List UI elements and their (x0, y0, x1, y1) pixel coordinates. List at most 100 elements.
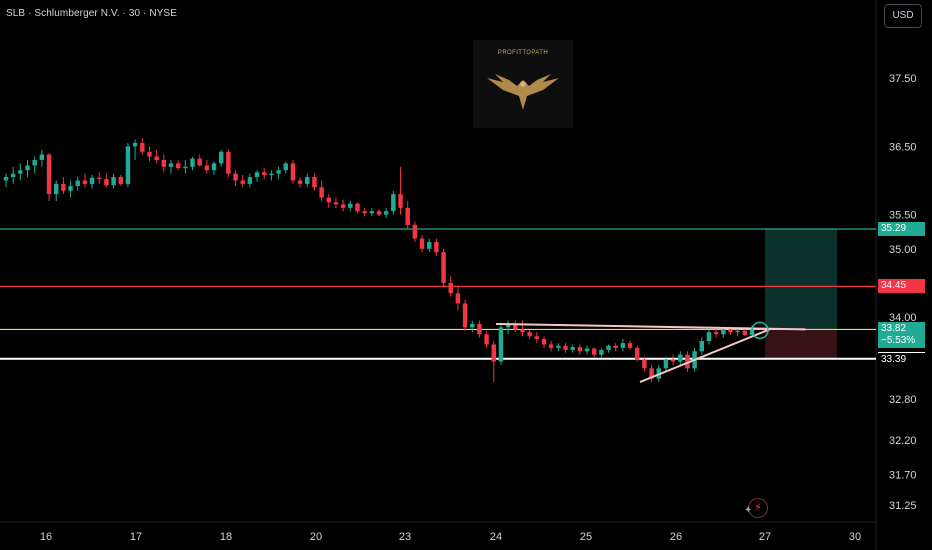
candle-body (448, 282, 453, 294)
entry-marker (751, 321, 769, 340)
candle-body (53, 183, 59, 195)
x-tick-label: 16 (40, 531, 52, 543)
candle-body (369, 211, 375, 214)
trendline-triangle-top (495, 322, 806, 331)
y-tick-label: 32.80 (889, 394, 917, 406)
price-tag-resistance: 34.45 (878, 279, 925, 294)
candle-body (477, 323, 482, 335)
x-tick-label: 25 (580, 531, 592, 543)
candle-body (89, 177, 95, 184)
candle-body (32, 159, 37, 166)
candle-body (140, 142, 145, 152)
candle-body (548, 344, 554, 348)
candle-body (584, 348, 590, 352)
candle-body (470, 323, 475, 328)
candle-body (398, 194, 403, 208)
candle-body (541, 338, 547, 345)
candle-body (627, 343, 633, 348)
candle-body (68, 185, 73, 191)
trendline-triangle-bottom (639, 328, 770, 383)
candle-body (412, 224, 418, 239)
currency-button[interactable]: USD (884, 4, 922, 28)
candle-body (527, 332, 532, 337)
candle-body (649, 368, 654, 379)
x-tick-label: 20 (310, 531, 322, 543)
candle-body (333, 202, 339, 205)
y-tick-label: 37.50 (889, 73, 917, 85)
candle-body (197, 158, 202, 166)
price-tag-current: 33.82 −5.53% (878, 322, 925, 349)
candle-body (262, 172, 267, 176)
candle-body (147, 151, 152, 157)
candle-body (577, 347, 583, 352)
candle-body (226, 151, 231, 174)
candle-body (61, 183, 66, 191)
candle-body (312, 177, 317, 188)
price-tag-value: 34.45 (881, 280, 907, 292)
x-tick-label: 17 (130, 531, 142, 543)
candle-body (218, 151, 224, 164)
candle-body (132, 142, 138, 147)
price-tag-value: 35.29 (881, 222, 907, 234)
price-tag-take-profit: 35.29 (878, 221, 925, 236)
candle-body (82, 180, 88, 184)
x-tick-label: 24 (490, 531, 502, 543)
candle-body (125, 146, 131, 184)
candle-body (391, 194, 396, 212)
eagle-icon (487, 74, 559, 110)
candle-body (39, 154, 45, 160)
candle-body (642, 359, 647, 369)
candle-body (383, 211, 389, 215)
candle-body (104, 179, 109, 186)
candle-body (599, 349, 604, 355)
alert-bolt-icon[interactable]: ⚡ (748, 498, 768, 518)
candle-body (254, 172, 260, 178)
watermark-logo: PROFITTOPATH (473, 40, 573, 128)
candle-body (290, 163, 296, 181)
candle-body (348, 203, 353, 208)
candle-body (25, 165, 30, 171)
candle-body (462, 303, 468, 328)
candle-body (484, 334, 489, 345)
candle-body (455, 293, 461, 304)
candle-body (355, 203, 360, 212)
candle-body (154, 156, 159, 160)
x-tick-label: 26 (670, 531, 682, 543)
candle-body (699, 341, 705, 352)
candle-body (606, 345, 611, 350)
candle-body (520, 329, 525, 333)
candle-body (419, 238, 425, 249)
x-tick-label: 23 (399, 531, 411, 543)
candle-body (297, 180, 303, 184)
candle-body (735, 330, 740, 333)
candle-body (118, 177, 123, 184)
candle-body (3, 177, 9, 181)
candle-body (563, 345, 568, 350)
candle-body (721, 329, 726, 335)
candle-body (240, 180, 245, 184)
candle-body (426, 241, 432, 249)
y-tick-label: 35.50 (889, 210, 917, 222)
price-tag-support: 33.39 (878, 351, 925, 367)
candle-body (434, 241, 439, 253)
candle-body (635, 347, 640, 360)
y-tick-label: 31.70 (889, 469, 917, 481)
candle-body (685, 354, 690, 369)
price-tag-value: 33.39 (881, 353, 907, 365)
candle-body (111, 177, 116, 186)
candle-body (340, 204, 346, 208)
candle-body (706, 332, 712, 342)
candle-body (168, 163, 174, 167)
y-tick-label: 31.25 (889, 500, 917, 512)
candle-body (613, 345, 618, 348)
candle-body (670, 359, 676, 362)
candle-body (233, 173, 238, 181)
candle-body (591, 348, 597, 355)
candle-body (728, 329, 733, 333)
candle-body (10, 173, 16, 178)
x-tick-label: 30 (849, 531, 861, 543)
candle-body (513, 323, 518, 330)
symbol-title: SLB · Schlumberger N.V. · 30 · NYSE (6, 8, 177, 19)
